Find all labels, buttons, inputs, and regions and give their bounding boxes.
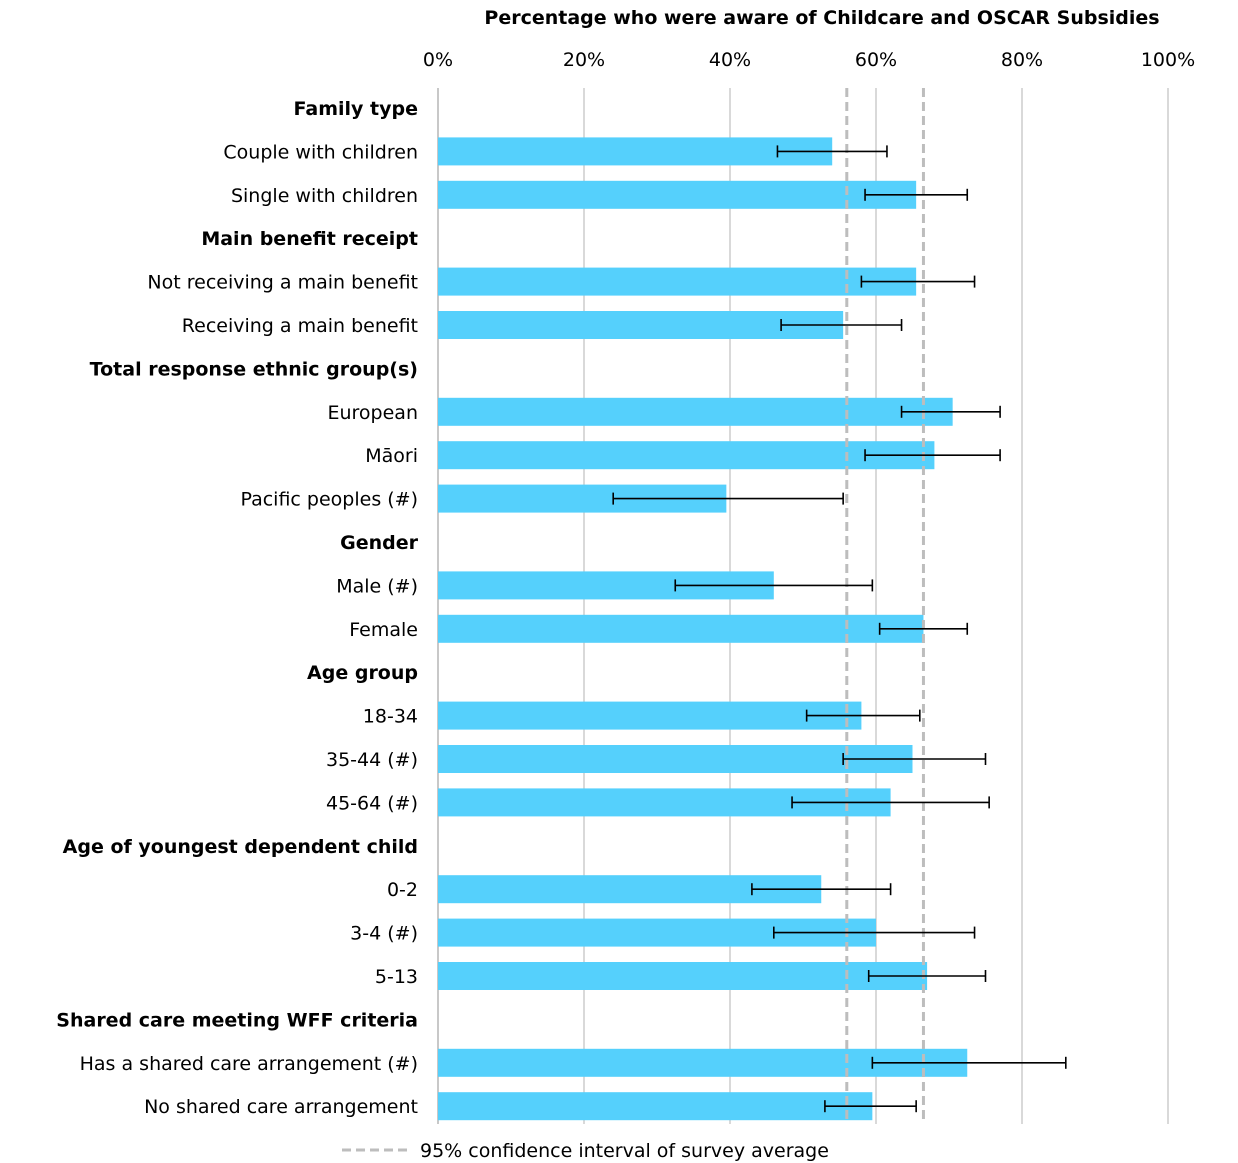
bar: [438, 137, 833, 166]
error-bar: [791, 796, 990, 809]
gridlines: [437, 88, 1169, 1124]
error-bar: [776, 145, 888, 158]
category-label: Female: [349, 619, 418, 641]
error-bar: [751, 883, 892, 896]
error-bar: [824, 1100, 917, 1113]
category-label: No shared care arrangement: [144, 1096, 418, 1118]
error-bar: [612, 492, 844, 505]
bar: [438, 441, 935, 470]
bar: [438, 311, 844, 339]
category-label: Not receiving a main benefit: [147, 272, 418, 294]
group-header: Family type: [294, 98, 418, 120]
reference-lines: [845, 88, 925, 1124]
group-header: Gender: [340, 532, 418, 554]
category-label: 18-34: [363, 706, 418, 728]
error-bar: [772, 926, 976, 939]
category-label: Pacific peoples (#): [240, 489, 418, 511]
category-label: 0-2: [387, 879, 418, 901]
error-bars: [612, 145, 1067, 1113]
legend: 95% confidence interval of survey averag…: [342, 1140, 829, 1162]
error-bar: [864, 449, 1001, 462]
x-tick-label: 20%: [563, 49, 605, 71]
bar: [438, 962, 928, 990]
group-header: Age of youngest dependent child: [63, 836, 418, 858]
group-header: Shared care meeting WFF criteria: [56, 1009, 418, 1031]
error-bar: [864, 188, 969, 201]
error-bar: [867, 970, 987, 982]
category-label: 45-64 (#): [326, 792, 418, 814]
category-label: Has a shared care arrangement (#): [80, 1053, 418, 1075]
bar: [438, 267, 917, 296]
category-label: Māori: [365, 445, 418, 467]
bar: [438, 1092, 873, 1121]
bar: [438, 701, 862, 730]
x-tick-label: 40%: [709, 49, 751, 71]
x-tick-label: 100%: [1141, 49, 1195, 71]
error-bar: [900, 405, 1001, 418]
category-label: Couple with children: [223, 141, 418, 163]
x-tick-label: 60%: [855, 49, 897, 71]
category-label: European: [327, 402, 418, 424]
group-header: Total response ethnic group(s): [90, 358, 418, 380]
category-label: Receiving a main benefit: [182, 315, 418, 337]
error-bar: [805, 709, 921, 722]
category-label: 35-44 (#): [326, 749, 418, 771]
x-tick-label: 0%: [423, 49, 453, 71]
bar: [438, 745, 913, 773]
group-header: Main benefit receipt: [201, 228, 418, 250]
group-header: Age group: [307, 662, 418, 684]
bar: [438, 614, 924, 643]
category-label: Single with children: [231, 185, 418, 207]
bar: [438, 397, 953, 426]
error-bar: [871, 1056, 1067, 1069]
legend-label: 95% confidence interval of survey averag…: [420, 1140, 829, 1162]
error-bar: [878, 622, 969, 635]
error-bar: [842, 753, 987, 765]
bar: [438, 180, 917, 209]
category-label: Male (#): [336, 575, 418, 597]
x-tick-label: 80%: [1001, 49, 1043, 71]
error-bar: [674, 579, 874, 592]
error-bar: [780, 319, 903, 331]
x-axis: 0% 20% 40% 60% 80% 100%: [423, 49, 1195, 71]
error-bar: [860, 275, 976, 288]
category-label: 3-4 (#): [350, 923, 418, 945]
chart-title: Percentage who were aware of Childcare a…: [484, 7, 1159, 29]
category-labels: Family type Couple with children Single wi…: [56, 98, 418, 1118]
category-label: 5-13: [375, 966, 418, 988]
